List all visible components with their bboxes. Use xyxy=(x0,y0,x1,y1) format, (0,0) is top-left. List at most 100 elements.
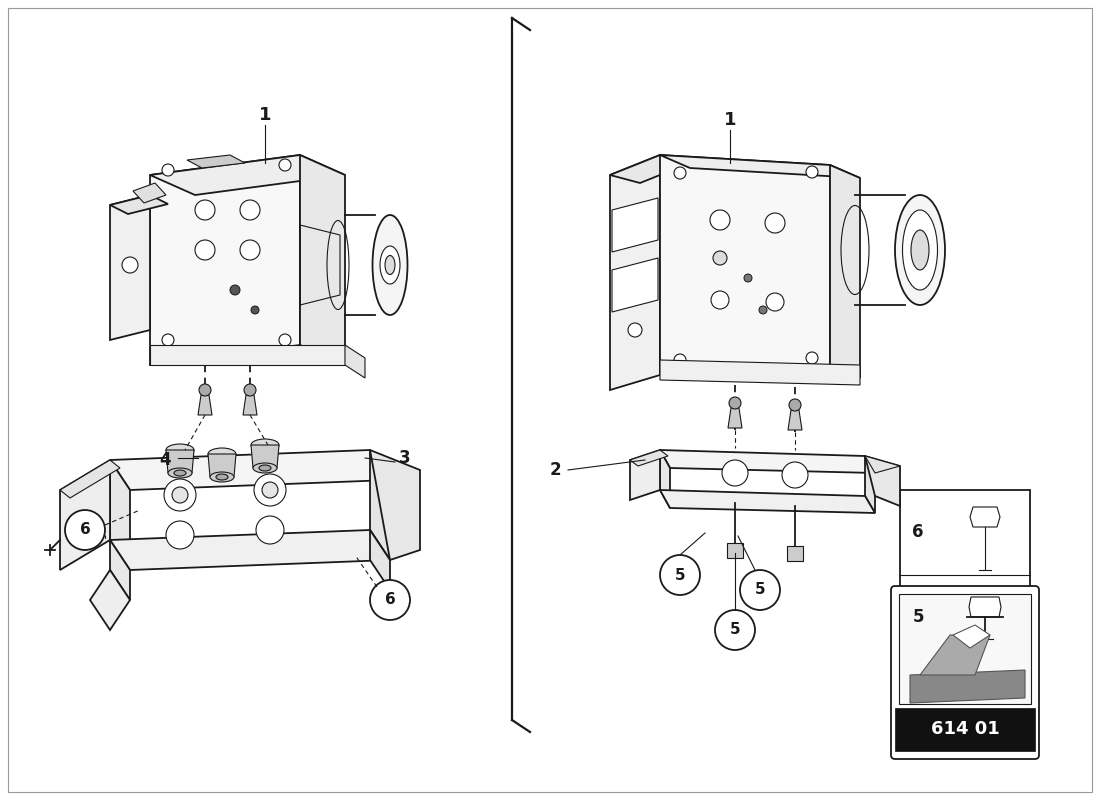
Circle shape xyxy=(715,610,755,650)
Ellipse shape xyxy=(895,195,945,305)
Circle shape xyxy=(766,293,784,311)
Polygon shape xyxy=(345,345,365,378)
Polygon shape xyxy=(630,450,660,500)
Ellipse shape xyxy=(251,439,279,451)
Circle shape xyxy=(628,323,642,337)
Polygon shape xyxy=(243,395,257,415)
Ellipse shape xyxy=(168,468,192,478)
Circle shape xyxy=(279,159,292,171)
Text: 5: 5 xyxy=(674,567,685,582)
Circle shape xyxy=(710,210,730,230)
Ellipse shape xyxy=(379,246,400,284)
Circle shape xyxy=(759,306,767,314)
Circle shape xyxy=(674,354,686,366)
Circle shape xyxy=(251,306,258,314)
Text: 6: 6 xyxy=(912,523,924,541)
Ellipse shape xyxy=(385,255,395,274)
Text: 5: 5 xyxy=(912,608,924,626)
Circle shape xyxy=(370,580,410,620)
Polygon shape xyxy=(660,450,874,473)
Polygon shape xyxy=(110,530,390,570)
Polygon shape xyxy=(166,450,194,473)
Text: 6: 6 xyxy=(79,522,90,538)
Text: 1: 1 xyxy=(258,106,272,124)
Circle shape xyxy=(230,285,240,295)
Polygon shape xyxy=(660,155,860,178)
Circle shape xyxy=(660,555,700,595)
Ellipse shape xyxy=(216,474,228,480)
FancyBboxPatch shape xyxy=(891,586,1040,759)
Ellipse shape xyxy=(253,463,277,473)
Polygon shape xyxy=(300,155,345,365)
Circle shape xyxy=(806,166,818,178)
Circle shape xyxy=(164,479,196,511)
Circle shape xyxy=(806,352,818,364)
Text: 2: 2 xyxy=(549,461,561,479)
Circle shape xyxy=(162,164,174,176)
Circle shape xyxy=(199,384,211,396)
Polygon shape xyxy=(90,570,130,630)
Circle shape xyxy=(240,240,260,260)
Circle shape xyxy=(122,257,138,273)
Circle shape xyxy=(764,213,785,233)
Polygon shape xyxy=(660,155,830,375)
Polygon shape xyxy=(660,360,860,385)
Polygon shape xyxy=(612,258,658,312)
Polygon shape xyxy=(910,670,1025,703)
Text: 3: 3 xyxy=(399,449,410,467)
Ellipse shape xyxy=(208,448,236,460)
Polygon shape xyxy=(610,155,660,390)
Polygon shape xyxy=(110,195,168,214)
Polygon shape xyxy=(110,460,130,570)
Circle shape xyxy=(713,251,727,265)
Polygon shape xyxy=(660,490,874,513)
Text: 5: 5 xyxy=(729,622,740,638)
Ellipse shape xyxy=(166,444,194,456)
Circle shape xyxy=(789,399,801,411)
Polygon shape xyxy=(150,345,345,365)
Circle shape xyxy=(674,167,686,179)
Circle shape xyxy=(244,384,256,396)
Polygon shape xyxy=(60,460,120,498)
Polygon shape xyxy=(920,635,990,675)
Polygon shape xyxy=(727,543,742,558)
Ellipse shape xyxy=(373,215,407,315)
Circle shape xyxy=(744,274,752,282)
Bar xyxy=(899,594,1031,704)
Polygon shape xyxy=(612,198,658,252)
Polygon shape xyxy=(198,395,212,415)
Circle shape xyxy=(722,460,748,486)
Polygon shape xyxy=(969,597,1001,617)
Circle shape xyxy=(166,521,194,549)
Polygon shape xyxy=(728,408,743,428)
Polygon shape xyxy=(865,456,900,506)
Circle shape xyxy=(195,240,214,260)
Polygon shape xyxy=(865,456,900,473)
Ellipse shape xyxy=(258,465,271,471)
Bar xyxy=(900,490,1030,660)
Polygon shape xyxy=(788,410,802,430)
Polygon shape xyxy=(370,530,390,590)
Circle shape xyxy=(262,482,278,498)
Polygon shape xyxy=(187,155,245,168)
Circle shape xyxy=(65,510,104,550)
Circle shape xyxy=(240,200,260,220)
Text: 614 01: 614 01 xyxy=(931,720,1000,738)
Ellipse shape xyxy=(210,472,234,482)
Polygon shape xyxy=(110,540,130,600)
Polygon shape xyxy=(110,450,390,490)
Circle shape xyxy=(711,291,729,309)
Ellipse shape xyxy=(911,230,930,270)
Text: 4: 4 xyxy=(160,451,170,469)
Polygon shape xyxy=(150,155,345,195)
Circle shape xyxy=(782,462,808,488)
Circle shape xyxy=(195,200,214,220)
Polygon shape xyxy=(953,625,990,648)
Polygon shape xyxy=(630,450,668,466)
Polygon shape xyxy=(251,445,279,468)
Ellipse shape xyxy=(174,470,186,476)
Polygon shape xyxy=(370,450,390,560)
Polygon shape xyxy=(610,155,690,183)
Polygon shape xyxy=(133,183,166,203)
Circle shape xyxy=(254,474,286,506)
